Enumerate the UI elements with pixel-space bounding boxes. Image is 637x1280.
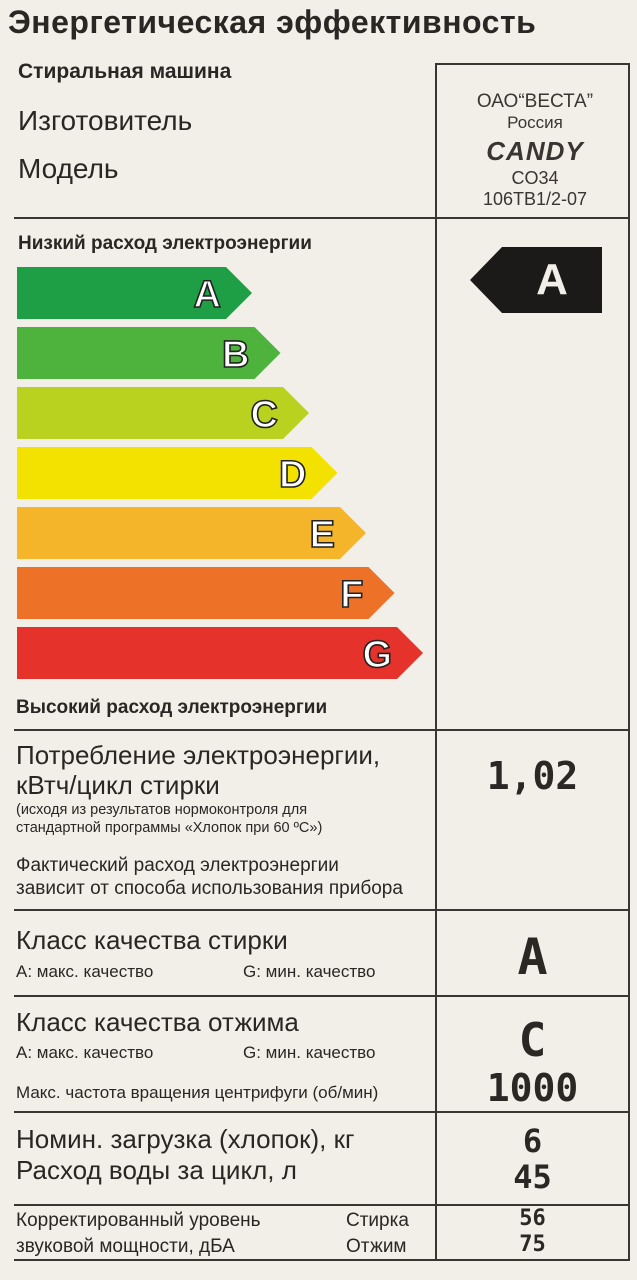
- energy-class-letter: C: [251, 394, 278, 436]
- divider: [14, 995, 630, 997]
- model-code: 106TB1/2-07: [482, 189, 588, 209]
- energy-class-letter: A: [194, 274, 221, 316]
- divider: [14, 909, 630, 911]
- noise-wash-value: 56: [519, 1206, 546, 1231]
- wash-class-label: Класс качества стирки: [16, 925, 288, 955]
- spin-class-value: C: [518, 1013, 547, 1067]
- low-consumption-label: Низкий расход электроэнергии: [18, 233, 312, 254]
- energy-class-letter: E: [310, 514, 335, 556]
- wash-best-label: A: макс. качество: [16, 962, 154, 981]
- divider: [14, 729, 630, 731]
- spin-speed-value: 1000: [486, 1066, 579, 1110]
- box-top-border: [435, 63, 630, 65]
- manufacturer-country: Россия: [507, 113, 563, 132]
- energy-consumption-label: Потребление электроэнергии,: [16, 740, 381, 770]
- divider: [14, 1259, 630, 1261]
- label-title: Энергетическая эффективность: [8, 4, 537, 40]
- box-right-border: [628, 63, 630, 1260]
- wash-class-value: A: [517, 928, 548, 986]
- energy-class-f-arrow: F: [17, 567, 395, 619]
- divider: [14, 217, 630, 219]
- energy-consumption-value: 1,02: [486, 754, 579, 798]
- energy-class-c-arrow: C: [17, 387, 309, 439]
- water-label: Расход воды за цикл, л: [16, 1155, 297, 1185]
- model-label: Модель: [18, 153, 119, 184]
- actual-consumption-note: зависит от способа использования прибора: [16, 878, 403, 899]
- energy-note: (исходя из результатов нормоконтроля для: [16, 802, 308, 818]
- noise-spin-label: Отжим: [346, 1236, 407, 1257]
- energy-class-letter: B: [222, 334, 249, 376]
- energy-class-letter: G: [362, 634, 392, 676]
- energy-class-e-arrow: E: [17, 507, 366, 559]
- energy-class-letter: F: [340, 574, 363, 616]
- manufacturer-label: Изготовитель: [18, 105, 193, 136]
- energy-class-letter: D: [279, 454, 306, 496]
- model-name: CO34: [511, 168, 559, 188]
- energy-class-d-arrow: D: [17, 447, 338, 499]
- wash-worst-label: G: мин. качество: [243, 962, 376, 981]
- high-consumption-label: Высокий расход электроэнергии: [16, 697, 328, 718]
- noise-spin-value: 75: [519, 1232, 546, 1257]
- manufacturer-name: ОАО“ВЕСТА”: [476, 91, 594, 112]
- rating-indicator: A: [470, 247, 602, 318]
- energy-class-a-arrow: A: [17, 267, 252, 319]
- divider: [14, 1204, 630, 1206]
- energy-note: стандартной программы «Хлопок при 60 ºC»…: [16, 820, 323, 836]
- spin-best-label: A: макс. качество: [16, 1043, 154, 1062]
- water-value: 45: [513, 1158, 552, 1196]
- noise-wash-label: Стирка: [346, 1210, 409, 1231]
- energy-class-g-arrow: G: [17, 627, 423, 679]
- load-value: 6: [522, 1122, 543, 1160]
- load-label: Номин. загрузка (хлопок), кг: [16, 1124, 355, 1154]
- spin-speed-label: Макс. частота вращения центрифуги (об/ми…: [16, 1083, 379, 1102]
- actual-consumption-note: Фактический расход электроэнергии: [16, 855, 339, 876]
- spin-worst-label: G: мин. качество: [243, 1043, 376, 1062]
- appliance-type: Стиральная машина: [18, 60, 232, 83]
- energy-class-b-arrow: B: [17, 327, 281, 379]
- energy-unit-label: кВтч/цикл стирки: [16, 770, 220, 800]
- noise-label: Корректированный уровень: [16, 1210, 261, 1231]
- spin-class-label: Класс качества отжима: [16, 1007, 299, 1037]
- brand-logo: CANDY: [486, 136, 584, 166]
- divider: [14, 1111, 630, 1113]
- column-divider: [435, 63, 437, 1260]
- rating-letter: A: [536, 255, 568, 304]
- noise-label: звуковой мощности, дБА: [16, 1236, 235, 1257]
